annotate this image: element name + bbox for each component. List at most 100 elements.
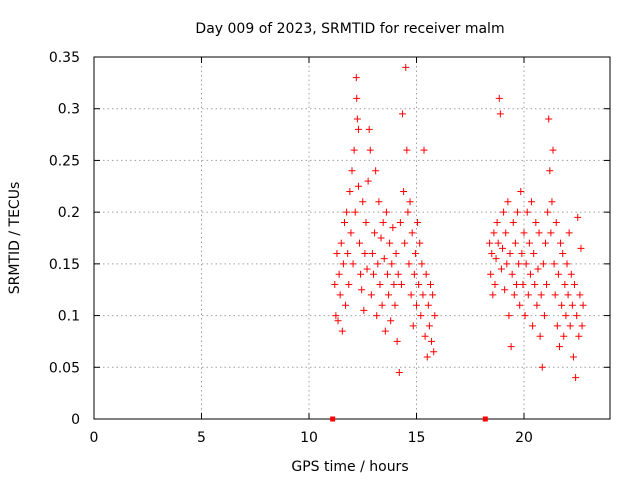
axis-ticks xyxy=(93,56,610,420)
data-point xyxy=(528,198,536,206)
data-point xyxy=(350,146,358,154)
data-point xyxy=(382,208,390,216)
data-point xyxy=(394,270,402,278)
data-point xyxy=(567,270,575,278)
data-point xyxy=(534,265,542,273)
y-tick-label: 0.35 xyxy=(49,50,80,66)
data-point xyxy=(386,239,394,247)
data-point xyxy=(353,94,361,102)
y-tick-label: 0.3 xyxy=(58,102,80,118)
x-axis-tick-labels: 0 5 10 15 20 xyxy=(90,430,533,446)
data-point xyxy=(372,167,380,175)
data-point xyxy=(506,250,514,258)
data-point xyxy=(503,260,511,268)
data-point xyxy=(500,208,508,216)
data-point xyxy=(488,250,496,258)
data-point xyxy=(548,198,556,206)
data-point xyxy=(397,281,405,289)
data-point xyxy=(554,270,562,278)
x-tick-label: 0 xyxy=(90,430,99,446)
data-point xyxy=(559,250,567,258)
data-point xyxy=(532,218,540,226)
data-point xyxy=(380,255,388,263)
y-tick-label: 0 xyxy=(71,412,80,428)
data-point xyxy=(569,353,577,361)
grid xyxy=(94,57,610,419)
y-tick-label: 0.25 xyxy=(49,153,80,169)
data-point xyxy=(349,260,357,268)
data-point xyxy=(359,198,367,206)
data-point xyxy=(337,239,345,247)
data-point xyxy=(526,270,534,278)
data-point xyxy=(431,312,439,320)
data-point xyxy=(571,281,579,289)
data-point xyxy=(568,301,576,309)
data-point xyxy=(547,229,555,237)
data-point xyxy=(375,198,383,206)
data-point xyxy=(510,291,518,299)
data-point xyxy=(402,63,410,71)
y-axis-label: SRMTID / TECUs xyxy=(7,182,23,295)
data-point xyxy=(430,348,438,356)
data-point xyxy=(505,312,513,320)
data-point xyxy=(391,301,399,309)
data-point xyxy=(343,208,351,216)
data-point xyxy=(515,260,523,268)
data-point xyxy=(487,270,495,278)
data-point xyxy=(365,125,373,133)
data-point xyxy=(415,281,423,289)
data-point xyxy=(344,250,352,258)
data-point xyxy=(489,291,497,299)
data-point xyxy=(336,291,344,299)
data-point xyxy=(362,218,370,226)
gap-markers xyxy=(330,416,488,422)
data-point xyxy=(387,317,395,325)
data-point xyxy=(410,270,418,278)
data-point xyxy=(392,250,400,258)
data-point xyxy=(371,229,379,237)
data-point xyxy=(374,260,382,268)
data-point xyxy=(361,250,369,258)
data-point xyxy=(406,198,414,206)
data-point xyxy=(494,239,502,247)
data-point xyxy=(553,322,561,330)
data-point xyxy=(368,250,376,258)
data-point xyxy=(497,265,505,273)
data-point xyxy=(517,187,525,195)
data-point xyxy=(501,286,509,294)
data-point xyxy=(509,218,517,226)
data-point xyxy=(379,218,387,226)
data-point xyxy=(421,332,429,340)
data-point xyxy=(557,239,565,247)
data-point xyxy=(351,208,359,216)
data-point xyxy=(356,239,364,247)
data-point xyxy=(378,301,386,309)
data-point xyxy=(367,291,375,299)
data-point xyxy=(577,244,585,252)
data-point xyxy=(507,343,515,351)
data-point xyxy=(495,94,503,102)
data-point xyxy=(332,312,340,320)
data-point xyxy=(531,281,539,289)
data-point xyxy=(338,327,346,335)
data-point xyxy=(400,187,408,195)
data-point xyxy=(578,322,586,330)
data-point xyxy=(575,332,583,340)
data-point xyxy=(334,317,342,325)
data-point xyxy=(566,322,574,330)
data-point xyxy=(417,312,425,320)
data-point xyxy=(496,110,504,118)
data-point xyxy=(562,312,570,320)
data-point xyxy=(407,291,415,299)
data-point xyxy=(565,229,573,237)
data-point xyxy=(424,301,432,309)
data-point xyxy=(486,239,494,247)
data-point xyxy=(363,265,371,273)
data-point xyxy=(551,291,559,299)
data-point xyxy=(511,239,519,247)
data-point xyxy=(492,255,500,263)
data-point xyxy=(396,218,404,226)
data-point xyxy=(538,363,546,371)
data-point xyxy=(558,301,566,309)
